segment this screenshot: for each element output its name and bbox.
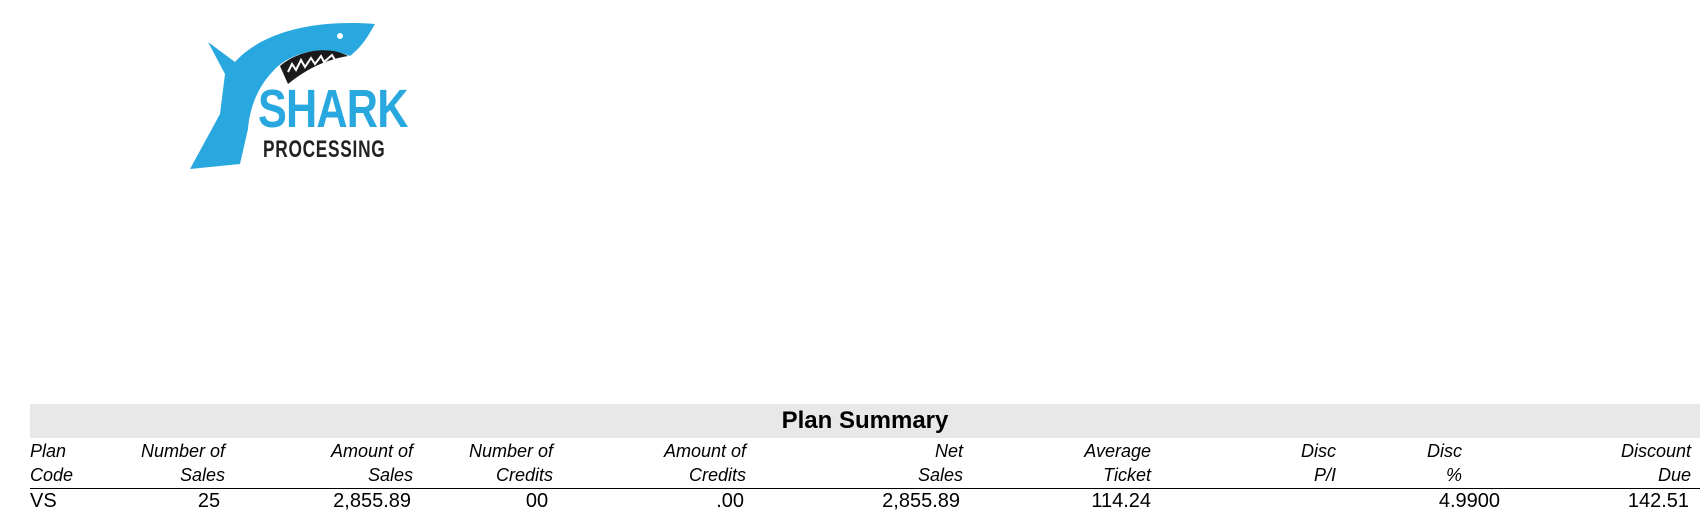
- table-cell: .00: [716, 490, 744, 512]
- column-header: Number of: [140, 441, 225, 461]
- column-header: Sales: [179, 465, 225, 485]
- table-title: Plan Summary: [781, 407, 949, 434]
- logo-shark: [190, 23, 375, 170]
- column-header: Ticket: [1103, 465, 1151, 485]
- logo-name: SHARK: [258, 79, 408, 139]
- table-cell: 2,855.89: [882, 490, 960, 512]
- column-header: Credits: [495, 465, 553, 485]
- column-header: Disc: [1427, 441, 1462, 461]
- column-header: %: [1445, 465, 1462, 485]
- column-header: Code: [30, 465, 74, 485]
- table-cell: 4.9900: [1438, 490, 1500, 512]
- column-header: Amount of: [330, 441, 413, 461]
- header-rule: [30, 488, 1700, 489]
- column-header: Credits: [688, 465, 746, 485]
- table-cell: 00: [525, 490, 549, 512]
- table-cell: VS: [30, 490, 57, 512]
- column-header: P/I: [1313, 465, 1336, 485]
- column-header: Average: [1084, 441, 1151, 461]
- table-cell: 114.24: [1091, 490, 1151, 512]
- logo-tagline: PROCESSING: [263, 136, 386, 163]
- table-cell: 2,855.89: [333, 490, 411, 512]
- column-header: Due: [1657, 465, 1691, 485]
- column-header: Sales: [917, 465, 963, 485]
- table-cell: 142.51: [1627, 490, 1689, 512]
- table-cell: 25: [197, 490, 221, 512]
- header-band: [30, 404, 1700, 438]
- column-header: Amount of: [663, 441, 746, 461]
- column-header: Plan: [30, 441, 67, 461]
- column-header: Sales: [367, 465, 413, 485]
- column-header: Disc: [1301, 441, 1336, 461]
- column-header: Number of: [468, 441, 553, 461]
- column-header: Net: [934, 441, 963, 461]
- column-header: Discount: [1620, 441, 1691, 461]
